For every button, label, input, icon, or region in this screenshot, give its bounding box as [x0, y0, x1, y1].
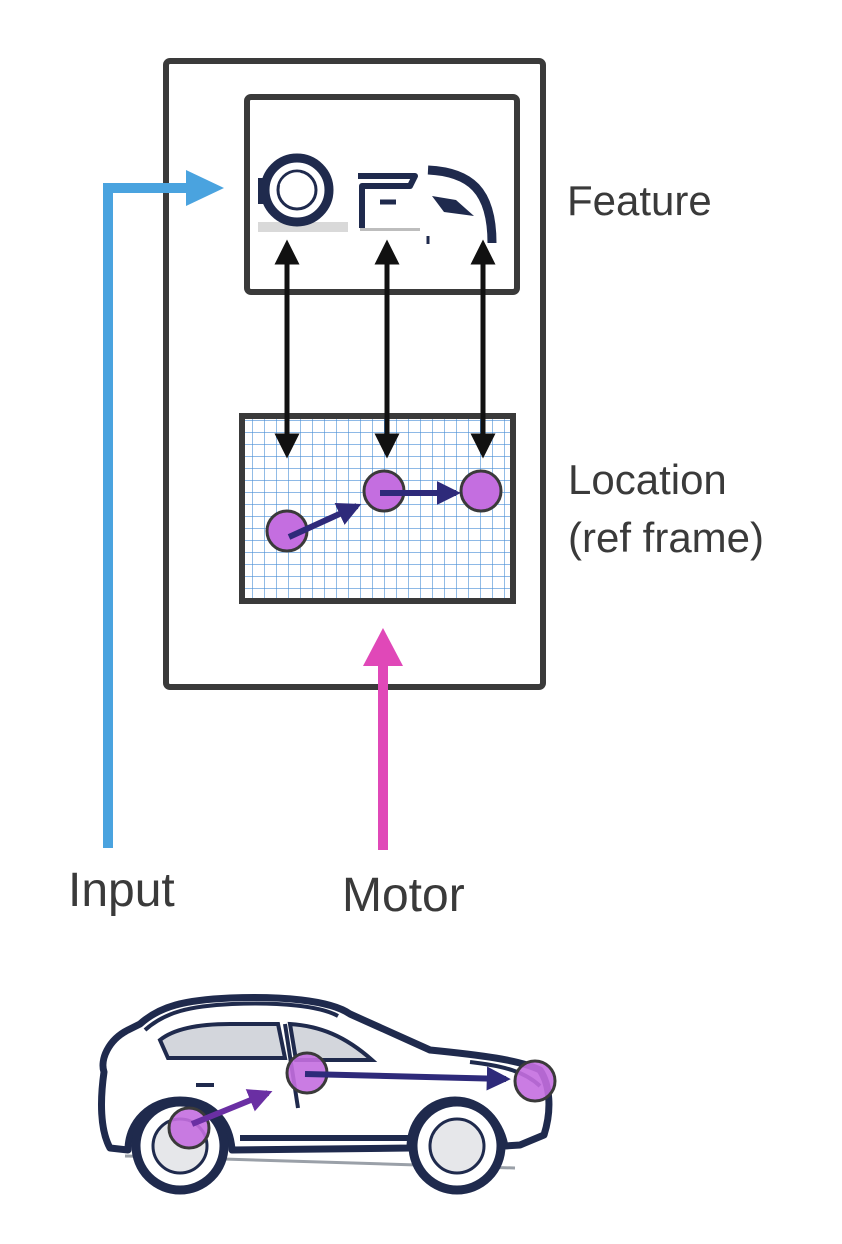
headlight-icon — [426, 165, 497, 244]
car-icon — [98, 994, 553, 1195]
car-path-arrow-2 — [304, 1066, 511, 1091]
car-path-arrow-1 — [190, 1089, 273, 1127]
input-label: Input — [68, 864, 175, 917]
column-box — [163, 58, 546, 690]
wheel-icon — [258, 153, 348, 232]
car-node-headlight — [513, 1059, 557, 1103]
ref-frame-label: (ref frame) — [568, 514, 764, 561]
car-node-wheel — [167, 1106, 211, 1150]
input-arrow — [103, 170, 224, 848]
location-path-arrow-1 — [287, 503, 362, 540]
motor-arrow — [363, 628, 403, 850]
feature-label: Feature — [567, 177, 712, 224]
location-node-3 — [459, 469, 503, 513]
motor-label: Motor — [342, 869, 465, 922]
door-icon — [358, 173, 420, 231]
location-label: Location — [568, 456, 727, 503]
